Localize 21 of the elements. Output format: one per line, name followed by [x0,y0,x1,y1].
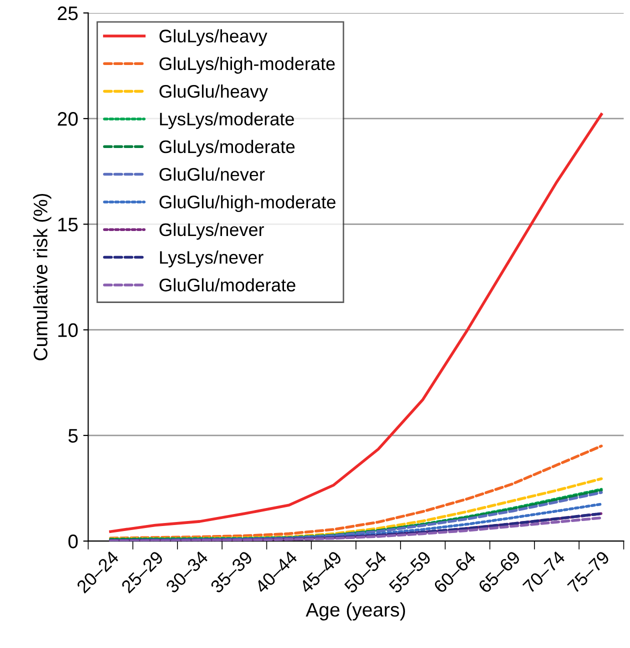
y-tick-label: 15 [58,218,78,232]
line-series [109,444,603,540]
y-tick-label: 10 [58,323,78,338]
legend-label: GluLys/never [160,222,264,240]
legend-label: GluLys/heavy [160,29,268,46]
y-tick-label: 20 [58,112,78,126]
legend-label: LysLys/never [160,250,264,268]
legend-label: GluGlu/moderate [160,278,296,292]
y-axis-title: Cumulative risk (%) [33,194,52,360]
legend-label: GluGlu/heavy [160,84,268,102]
legend-label: GluLys/high-moderate [160,56,335,74]
line-series [109,112,603,533]
legend-label: GluGlu/high-moderate [160,195,336,212]
y-tick-label: 0 [68,534,78,548]
y-tick-label: 25 [58,6,78,20]
x-axis-title: Age (years) [306,602,405,620]
line-series [109,477,603,540]
y-tick-label: 5 [68,429,78,443]
legend-label: LysLys/moderate [160,112,294,130]
legend-label: GluGlu/never [160,168,265,181]
legend-label: GluLys/moderate [160,140,295,157]
